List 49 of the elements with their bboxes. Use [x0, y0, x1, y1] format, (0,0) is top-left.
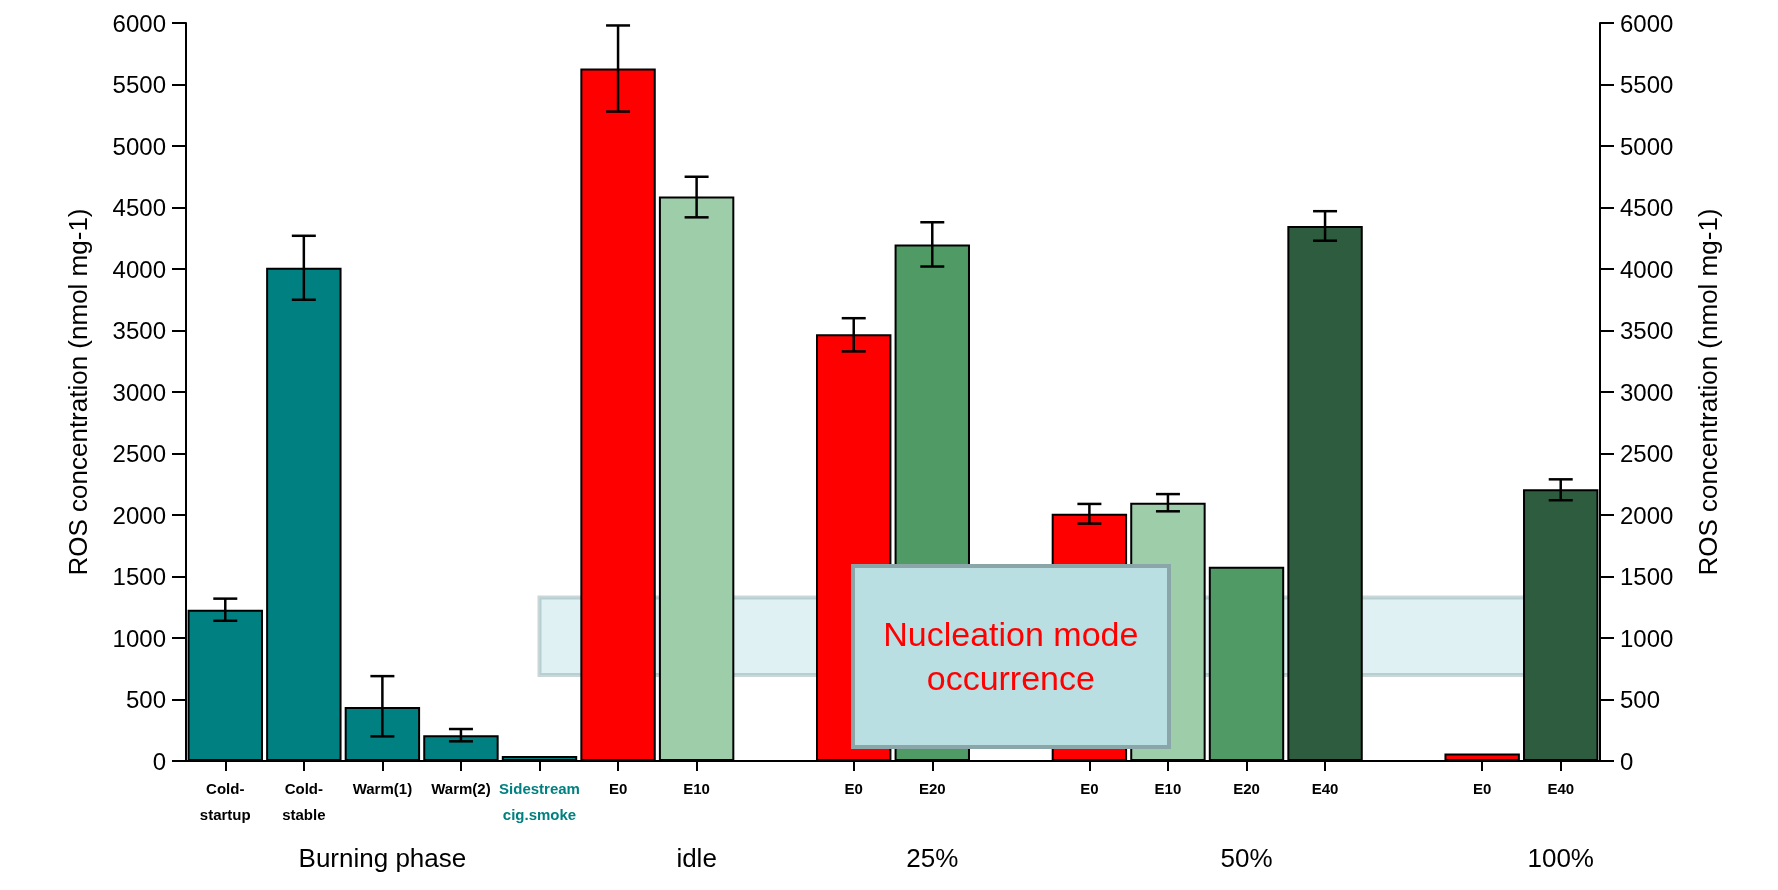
text: 25%	[906, 843, 959, 873]
y-tick-label: 1500	[112, 563, 166, 590]
text: Burning phase	[298, 843, 467, 873]
y2-tick-label: 5000	[1620, 132, 1674, 160]
x-tick-label: E0	[844, 779, 863, 797]
y-tick-label: 1000	[112, 624, 166, 652]
text: idle	[676, 843, 717, 873]
y2-tick-label: 0	[1620, 747, 1634, 775]
y-tick-label: 3500	[112, 317, 166, 344]
y-tick-label: 4500	[112, 194, 166, 221]
x-tick-label: E20	[1233, 779, 1260, 797]
x-tick-label: E10	[683, 779, 710, 797]
x-tick-label: E40	[1311, 779, 1339, 797]
x-tick-label: E0	[608, 779, 628, 797]
callout-box: Nucleation mode occurrence	[850, 563, 1171, 749]
y2-tick-label: 3500	[1620, 317, 1674, 344]
x-tick-label: E0	[1080, 779, 1099, 797]
y2-tick-label: 3000	[1620, 378, 1674, 406]
y2-tick-label: 1500	[1620, 563, 1674, 590]
y-tick-label: 5500	[112, 71, 166, 98]
y-tick-label: 500	[125, 686, 166, 713]
y2-tick-label: 2000	[1620, 501, 1674, 529]
x-tick-label: E0	[1472, 779, 1492, 797]
y-tick-label: 4000	[112, 255, 166, 283]
y2-tick-label: 2500	[1620, 440, 1674, 467]
y2-tick-label: 4000	[1620, 255, 1674, 283]
y-tick-label: 3000	[112, 378, 166, 406]
x-tick-label: Sidestream cig.smoke	[499, 779, 580, 823]
y2-axis-title: ROS concentration (nmol mg-1)	[1693, 208, 1723, 576]
y2-tick-label: 6000	[1620, 9, 1674, 37]
x-tick-label: Cold-startup	[199, 779, 251, 823]
y-axis-title: ROS concentration (nmol mg-1)	[63, 208, 93, 576]
x-tick-label: Warm(2)	[431, 779, 491, 797]
text: 100%	[1527, 843, 1594, 873]
y-tick-label: 0	[152, 747, 166, 775]
x-tick-label: Warm(1)	[352, 779, 413, 797]
y2-tick-label: 5500	[1620, 71, 1674, 98]
y-tick-label: 2000	[112, 501, 166, 529]
text: 50%	[1220, 843, 1273, 873]
x-tick-label: E20	[918, 779, 946, 797]
y2-tick-label: 4500	[1620, 194, 1674, 221]
x-tick-label: E10	[1154, 779, 1182, 797]
y2-tick-label: 500	[1620, 686, 1661, 713]
x-tick-label: E40	[1547, 779, 1575, 797]
y2-tick-label: 1000	[1620, 624, 1674, 652]
y-tick-label: 5000	[112, 132, 166, 160]
x-tick-label: Cold-stable	[282, 779, 326, 823]
y-tick-label: 6000	[112, 9, 166, 37]
y-tick-label: 2500	[112, 440, 166, 467]
